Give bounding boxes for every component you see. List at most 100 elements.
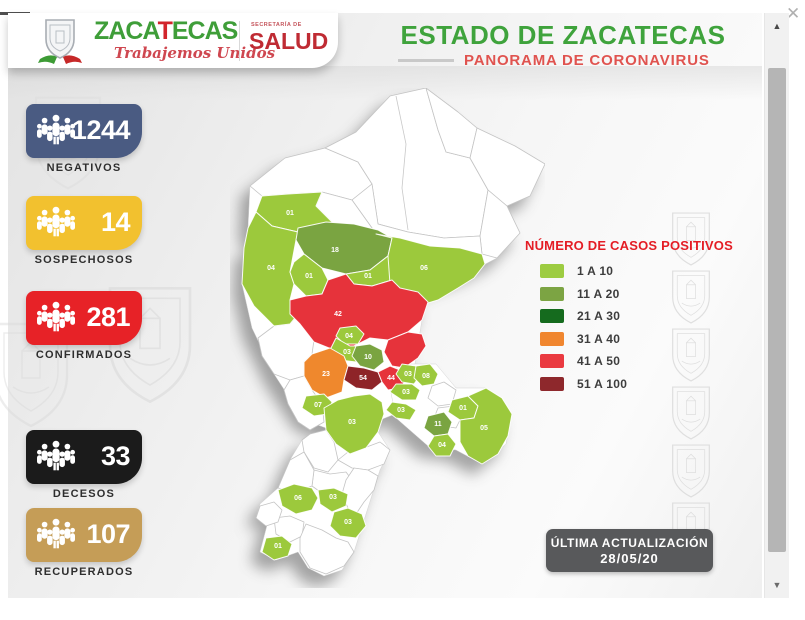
subtitle-dash: [398, 59, 454, 62]
stat-label: SOSPECHOSOS: [34, 254, 134, 266]
municipality-region[interactable]: [427, 433, 457, 457]
stat-card-confirmados: 281: [26, 291, 142, 345]
legend-label: 41 A 50: [577, 354, 621, 369]
legend-label: 11 A 20: [577, 286, 620, 301]
municipality-region[interactable]: [375, 233, 486, 307]
municipality-case-count: 06: [294, 495, 302, 502]
stat-card-negativos: 1244: [26, 104, 142, 158]
stat-value: 14: [100, 206, 131, 237]
municipality-case-count: 03: [343, 349, 351, 356]
stat-card-decesos: 33: [26, 430, 142, 484]
brand-wordmark: ZACATECAS: [94, 17, 238, 45]
municipality-case-count: 06: [420, 265, 428, 272]
stat-card-recuperados: 107: [26, 508, 142, 562]
legend-swatch: [540, 264, 564, 279]
municipality-case-count: 03: [348, 419, 356, 426]
municipality-case-count: 54: [359, 375, 367, 382]
municipality-region[interactable]: [289, 273, 429, 351]
stat-card-sospechosos: 14: [26, 196, 142, 250]
crest-watermark-icon: [655, 442, 727, 500]
municipality-case-count: 01: [274, 543, 282, 550]
municipality-region[interactable]: [385, 401, 417, 421]
secretaria-label: SECRETARÍA DE: [251, 22, 302, 28]
crowd-icon: [35, 438, 77, 476]
municipality-case-count: 23: [322, 371, 330, 378]
stat-value: 281: [86, 301, 130, 332]
municipality-case-count: 04: [345, 333, 353, 340]
legend-item: 31 A 40: [525, 329, 760, 350]
municipality-region[interactable]: [299, 523, 355, 575]
municipality-region[interactable]: [261, 535, 293, 561]
page-subtitle: PANORAMA DE CORONAVIRUS: [464, 52, 710, 69]
municipality-case-count: 01: [364, 273, 372, 280]
map-legend: NÚMERO DE CASOS POSITIVOS 1 A 10 11 A 20 2…: [525, 238, 760, 394]
municipality-region[interactable]: [469, 127, 545, 207]
stat-label: NEGATIVOS: [46, 162, 122, 174]
legend-label: 1 A 10: [577, 264, 614, 279]
stat-value: 1244: [71, 114, 131, 145]
municipality-region[interactable]: [383, 331, 427, 369]
municipality-region[interactable]: [351, 343, 385, 371]
municipality-case-count: 03: [402, 389, 410, 396]
scrollbar-thumb[interactable]: [768, 68, 786, 552]
crowd-icon: [35, 516, 77, 554]
legend-label: 31 A 40: [577, 331, 621, 346]
municipal-border-line: [395, 95, 409, 231]
legend-item: 11 A 20: [525, 284, 760, 305]
legend-item: 51 A 100: [525, 374, 760, 395]
municipality-case-count: 18: [331, 247, 339, 254]
last-update-label: ÚLTIMA ACTUALIZACIÓN: [550, 535, 709, 550]
legend-item: 21 A 30: [525, 306, 760, 327]
municipality-region[interactable]: [323, 393, 385, 455]
logo-divider: [239, 21, 240, 61]
municipality-region[interactable]: [337, 441, 391, 471]
last-update-box: ÚLTIMA ACTUALIZACIÓN 28/05/20: [546, 529, 713, 572]
municipality-region[interactable]: [329, 507, 367, 539]
legend-swatch: [540, 354, 564, 369]
municipality-region[interactable]: [341, 467, 379, 515]
scroll-up-icon[interactable]: ▲: [772, 21, 782, 31]
stat-label: CONFIRMADOS: [35, 349, 133, 361]
municipality-region[interactable]: [277, 483, 319, 515]
scrollbar[interactable]: ▲ ▼: [764, 13, 789, 598]
legend-swatch: [540, 376, 564, 391]
crowd-icon: [35, 204, 77, 242]
legend-item: 41 A 50: [525, 351, 760, 372]
municipality-case-count: 05: [480, 425, 488, 432]
municipality-case-count: 01: [305, 273, 313, 280]
municipality-case-count: 07: [314, 402, 322, 409]
state-crest-icon: [38, 19, 82, 64]
scroll-down-icon[interactable]: ▼: [772, 580, 782, 590]
legend-swatch: [540, 331, 564, 346]
logo-band: ZACATECAS Trabajemos Unidos SECRETARÍA D…: [8, 13, 338, 68]
legend-title: NÚMERO DE CASOS POSITIVOS: [525, 238, 733, 253]
last-update-date: 28/05/20: [600, 550, 659, 566]
stat-label: DECESOS: [52, 488, 116, 500]
crowd-icon: [35, 112, 77, 150]
municipality-region[interactable]: [343, 365, 383, 391]
legend-label: 51 A 100: [577, 376, 628, 391]
municipality-case-count: 42: [334, 311, 342, 318]
municipality-case-count: 01: [459, 405, 467, 412]
footer-strip: [0, 598, 805, 620]
zacatecas-municipal-map: 01 04 18 01 01 06 42 04 03 10 23 54 44 03 08 03 03 07 03 01…: [241, 88, 545, 577]
page-subtitle-row: PANORAMA DE CORONAVIRUS: [398, 52, 738, 69]
brand-tagline: Trabajemos Unidos: [114, 44, 276, 62]
municipality-region[interactable]: [459, 387, 513, 465]
close-icon[interactable]: ✕: [786, 4, 801, 23]
legend-item: 1 A 10: [525, 261, 760, 282]
municipality-region[interactable]: [413, 363, 439, 387]
crowd-icon: [35, 299, 77, 337]
legend-swatch: [540, 309, 564, 324]
municipality-region[interactable]: [303, 347, 349, 399]
stat-value: 33: [100, 440, 131, 471]
stat-value: 107: [86, 518, 130, 549]
municipality-region[interactable]: [335, 325, 365, 345]
municipality-region[interactable]: [389, 383, 421, 401]
legend-label: 21 A 30: [577, 309, 621, 324]
municipality-region[interactable]: [317, 487, 349, 513]
municipality-case-count: 04: [267, 265, 275, 272]
crest-watermark-icon: [100, 260, 200, 430]
municipality-region[interactable]: [255, 501, 283, 527]
municipality-case-count: 03: [329, 494, 337, 501]
